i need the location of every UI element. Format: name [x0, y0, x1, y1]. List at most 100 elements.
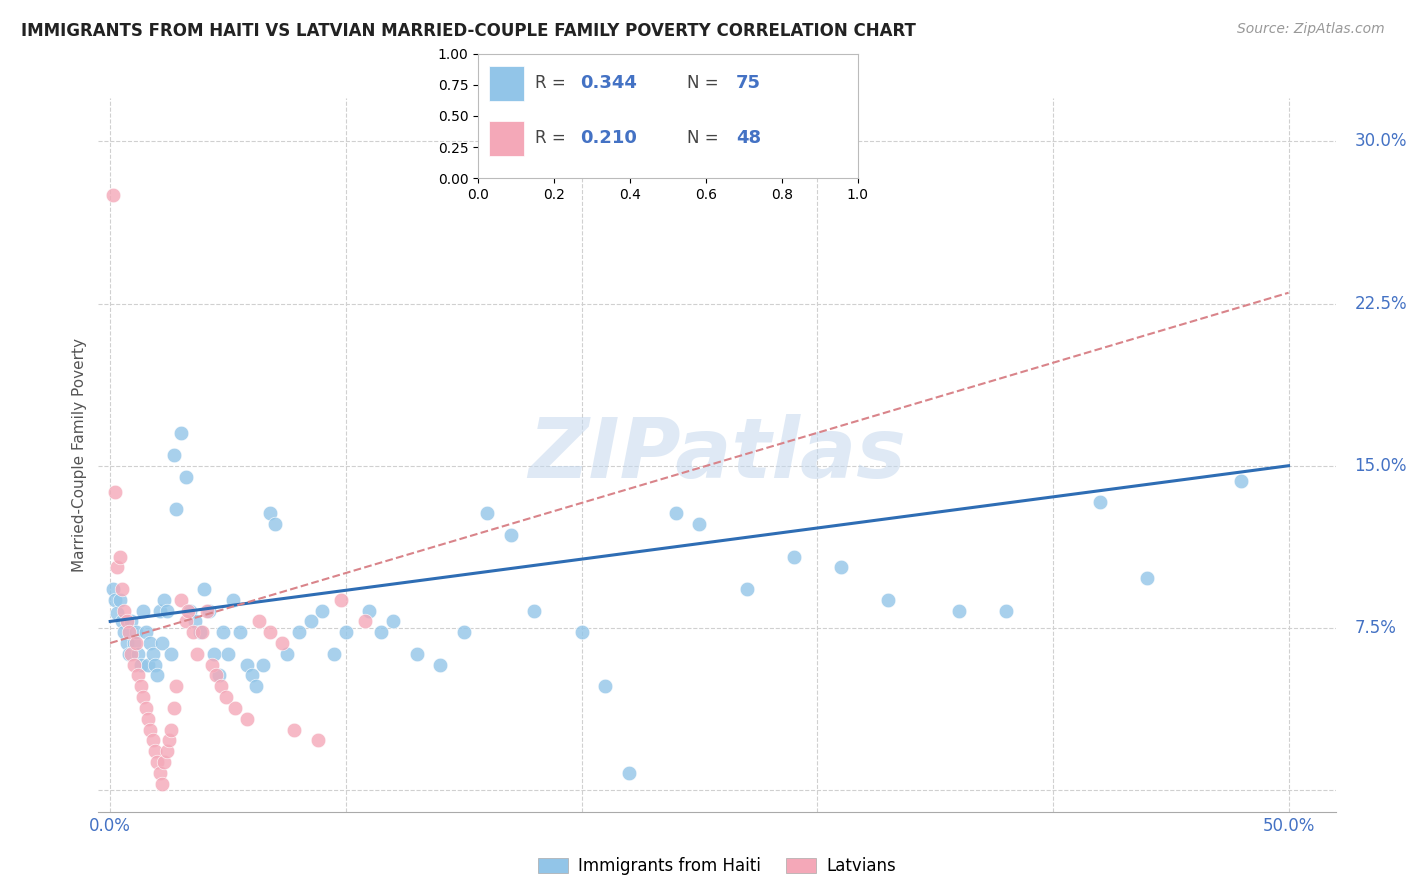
Point [236, 712, 259, 726]
Text: ZIPatlas: ZIPatlas [529, 415, 905, 495]
Point [112, 625, 135, 640]
Point [129, 679, 152, 693]
Point [222, 592, 245, 607]
Point [617, 765, 640, 780]
Point [477, 506, 499, 520]
Point [224, 701, 246, 715]
Point [125, 625, 148, 640]
Text: 22.5%: 22.5% [1354, 294, 1406, 312]
Point [108, 592, 131, 607]
Point [215, 690, 238, 705]
Point [143, 744, 166, 758]
Point [245, 679, 267, 693]
Text: 0.210: 0.210 [581, 129, 637, 147]
Point [299, 615, 322, 629]
Text: N =: N = [688, 129, 724, 147]
Text: 75: 75 [737, 75, 761, 93]
Point [143, 657, 166, 672]
Text: 30.0%: 30.0% [1354, 132, 1406, 151]
Point [170, 592, 193, 607]
Point [830, 560, 852, 574]
Text: 15.0%: 15.0% [1354, 457, 1406, 475]
Y-axis label: Married-Couple Family Poverty: Married-Couple Family Poverty [72, 338, 87, 572]
FancyBboxPatch shape [489, 66, 523, 101]
Point [170, 426, 193, 441]
Point [156, 604, 179, 618]
Point [127, 668, 149, 682]
Point [122, 657, 145, 672]
Point [335, 625, 357, 640]
Point [125, 636, 148, 650]
Point [177, 604, 200, 618]
Point [264, 517, 287, 532]
Point [1088, 495, 1111, 509]
Point [429, 657, 451, 672]
Point [195, 604, 218, 618]
Point [112, 604, 135, 618]
Point [200, 657, 222, 672]
Point [142, 647, 165, 661]
Point [157, 733, 180, 747]
Point [149, 765, 172, 780]
Point [146, 755, 169, 769]
Text: N =: N = [688, 75, 724, 93]
Point [593, 679, 616, 693]
Point [188, 625, 211, 640]
Point [104, 484, 127, 499]
Point [212, 625, 235, 640]
Point [163, 448, 186, 462]
Point [193, 582, 215, 596]
Point [142, 733, 165, 747]
Point [236, 657, 259, 672]
Point [127, 647, 149, 661]
Point [104, 592, 127, 607]
Text: R =: R = [536, 75, 571, 93]
Point [120, 615, 142, 629]
Point [287, 625, 309, 640]
Point [135, 701, 157, 715]
Point [571, 625, 593, 640]
Point [283, 723, 305, 737]
Point [153, 755, 176, 769]
Point [181, 625, 204, 640]
Point [191, 625, 214, 640]
Point [165, 679, 187, 693]
Point [259, 506, 281, 520]
Point [122, 636, 145, 650]
Point [370, 625, 392, 640]
Point [135, 625, 157, 640]
Point [150, 636, 173, 650]
Point [1136, 571, 1159, 585]
Text: R =: R = [536, 129, 571, 147]
Point [120, 647, 142, 661]
Point [156, 744, 179, 758]
Point [198, 604, 221, 618]
Point [115, 615, 138, 629]
Point [209, 679, 232, 693]
Point [139, 636, 162, 650]
Point [1230, 474, 1253, 488]
Point [186, 647, 208, 661]
Point [276, 647, 298, 661]
Point [146, 668, 169, 682]
Point [132, 690, 155, 705]
Point [240, 668, 263, 682]
Point [665, 506, 688, 520]
Point [994, 604, 1017, 618]
Point [136, 712, 159, 726]
Point [111, 615, 134, 629]
Text: IMMIGRANTS FROM HAITI VS LATVIAN MARRIED-COUPLE FAMILY POVERTY CORRELATION CHART: IMMIGRANTS FROM HAITI VS LATVIAN MARRIED… [21, 22, 915, 40]
Point [108, 549, 131, 564]
Point [101, 582, 124, 596]
Point [207, 668, 229, 682]
Point [688, 517, 710, 532]
Point [105, 560, 128, 574]
Point [150, 776, 173, 790]
Point [118, 625, 141, 640]
Point [165, 502, 187, 516]
Point [205, 668, 228, 682]
Point [229, 625, 252, 640]
Point [259, 625, 281, 640]
Point [307, 733, 329, 747]
Text: Source: ZipAtlas.com: Source: ZipAtlas.com [1237, 22, 1385, 37]
